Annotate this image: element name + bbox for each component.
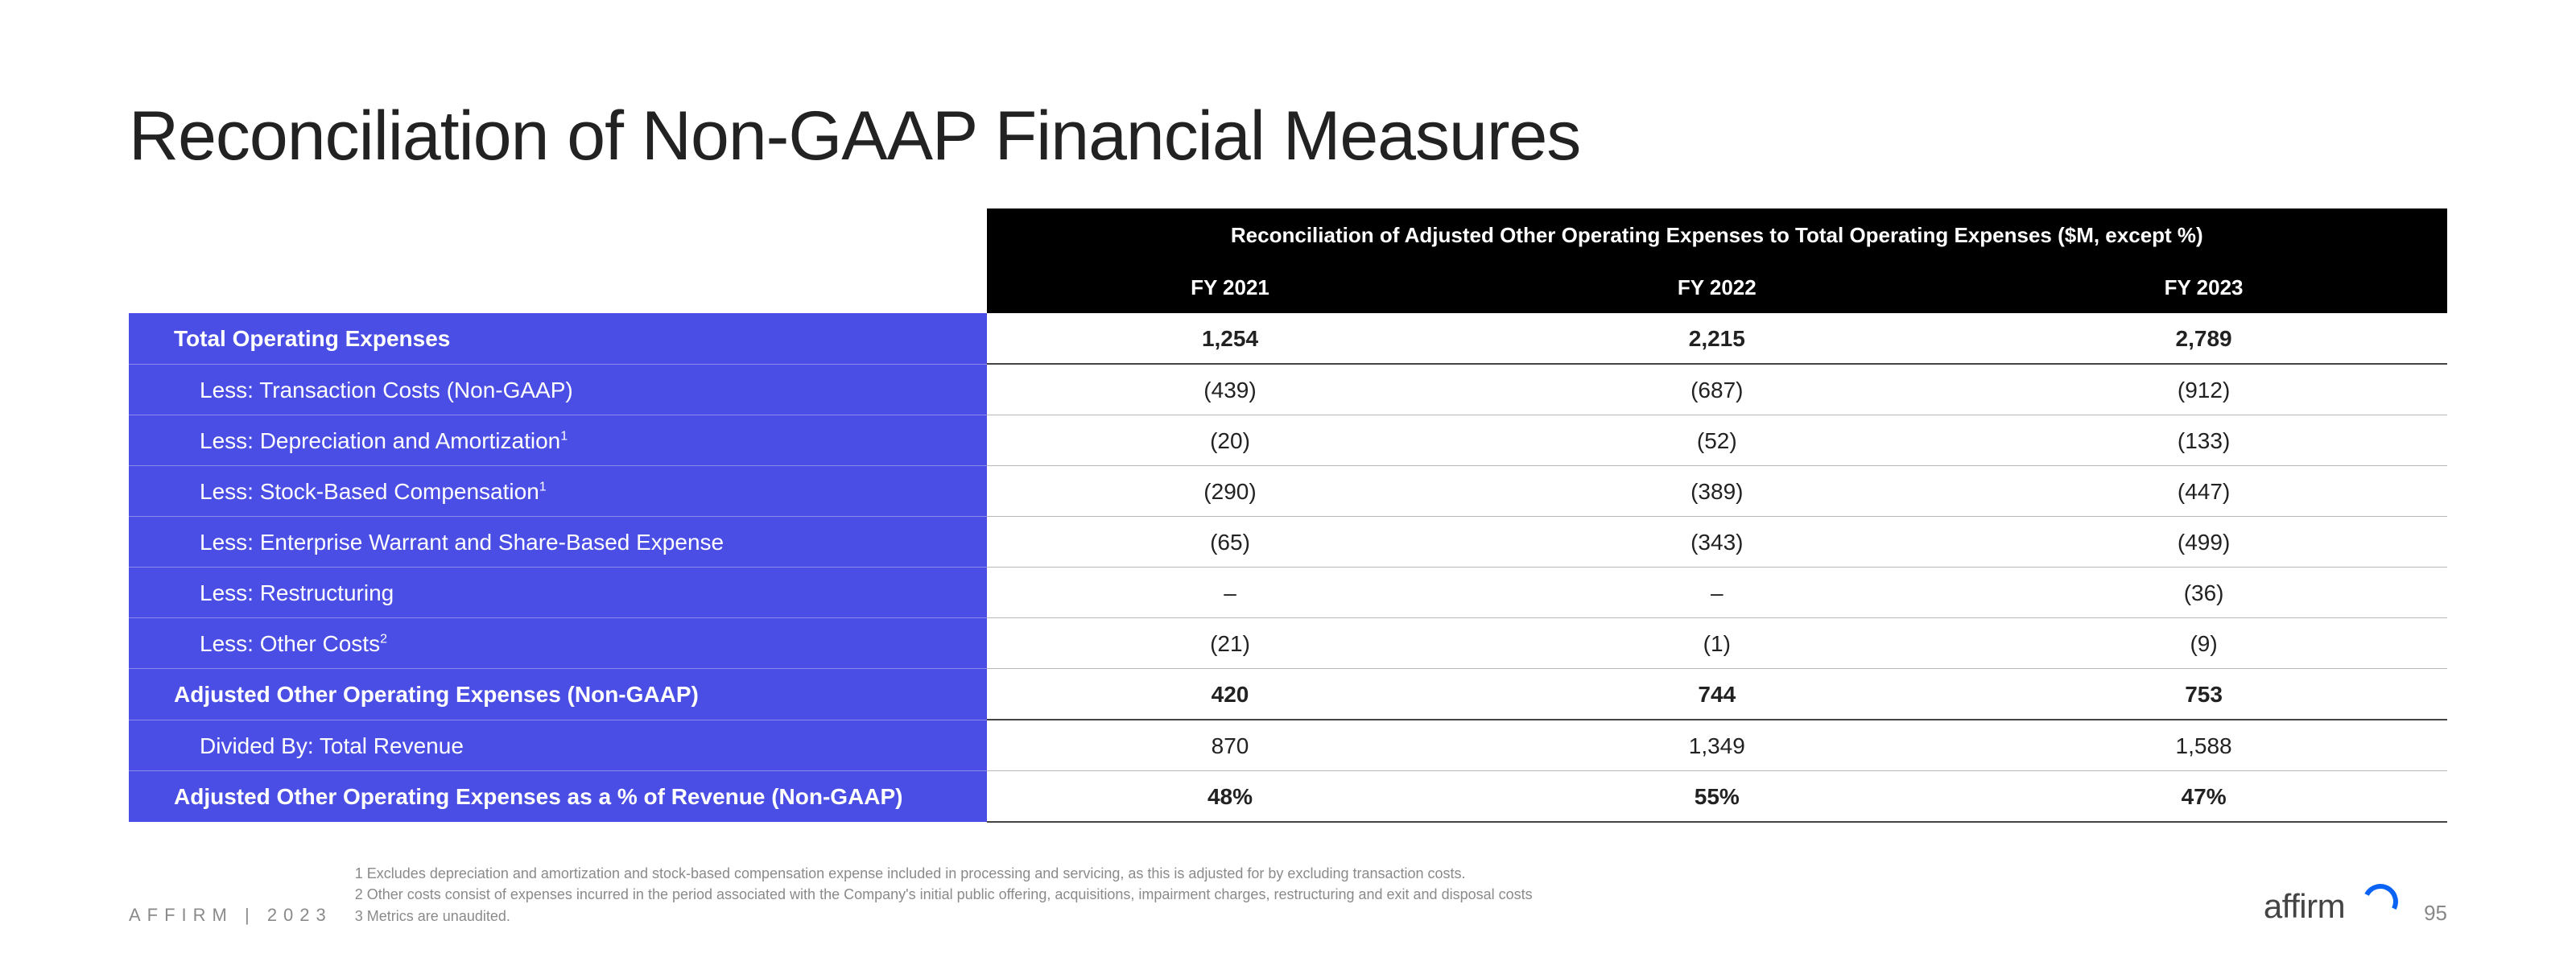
footnotes: 1 Excludes depreciation and amortization… — [355, 864, 2241, 926]
table-row: Adjusted Other Operating Expenses (Non-G… — [129, 669, 2447, 720]
col-year-0: FY 2021 — [987, 262, 1474, 313]
cell: 1,588 — [1960, 720, 2447, 771]
footer: AFFIRM | 2023 1 Excludes depreciation an… — [129, 864, 2447, 926]
footnote-ref: 1 — [560, 430, 568, 444]
header-spacer — [129, 208, 987, 262]
row-label: Less: Other Costs2 — [129, 618, 987, 669]
table-row: Less: Restructuring––(36) — [129, 568, 2447, 618]
col-year-2: FY 2023 — [1960, 262, 2447, 313]
row-label: Less: Stock-Based Compensation1 — [129, 466, 987, 517]
logo-text: affirm — [2264, 887, 2345, 926]
cell: 2,215 — [1473, 313, 1960, 364]
cell: (912) — [1960, 364, 2447, 415]
cell: 48% — [987, 771, 1474, 823]
cell: (20) — [987, 415, 1474, 466]
cell: (1) — [1473, 618, 1960, 669]
row-label: Less: Transaction Costs (Non-GAAP) — [129, 364, 987, 415]
footnote-2: 2 Other costs consist of expenses incurr… — [355, 885, 2241, 904]
cell: 47% — [1960, 771, 2447, 823]
table-row: Less: Depreciation and Amortization1(20)… — [129, 415, 2447, 466]
footnote-1: 1 Excludes depreciation and amortization… — [355, 864, 2241, 883]
cell: 744 — [1473, 669, 1960, 720]
row-label: Less: Depreciation and Amortization1 — [129, 415, 987, 466]
cell: 420 — [987, 669, 1474, 720]
table-row: Adjusted Other Operating Expenses as a %… — [129, 771, 2447, 823]
table-row: Less: Enterprise Warrant and Share-Based… — [129, 517, 2447, 568]
cell: (21) — [987, 618, 1474, 669]
table-row: Divided By: Total Revenue8701,3491,588 — [129, 720, 2447, 771]
footnote-ref: 1 — [539, 481, 547, 494]
cell: 55% — [1473, 771, 1960, 823]
row-label: Less: Enterprise Warrant and Share-Based… — [129, 517, 987, 568]
footnote-3: 3 Metrics are unaudited. — [355, 906, 2241, 926]
table-row: Total Operating Expenses1,2542,2152,789 — [129, 313, 2447, 364]
page-title: Reconciliation of Non-GAAP Financial Mea… — [129, 97, 2447, 176]
brand-year: AFFIRM | 2023 — [129, 905, 332, 926]
cell: (290) — [987, 466, 1474, 517]
row-label: Less: Restructuring — [129, 568, 987, 618]
cell: (499) — [1960, 517, 2447, 568]
cell: (133) — [1960, 415, 2447, 466]
table-body: Total Operating Expenses1,2542,2152,789L… — [129, 313, 2447, 822]
row-label: Total Operating Expenses — [129, 313, 987, 364]
cell: (389) — [1473, 466, 1960, 517]
cell: 870 — [987, 720, 1474, 771]
cell: (447) — [1960, 466, 2447, 517]
col-year-1: FY 2022 — [1473, 262, 1960, 313]
table-years-row: FY 2021 FY 2022 FY 2023 — [129, 262, 2447, 313]
cell: 1,349 — [1473, 720, 1960, 771]
cell: 1,254 — [987, 313, 1474, 364]
cell: (687) — [1473, 364, 1960, 415]
cell: (65) — [987, 517, 1474, 568]
row-label: Divided By: Total Revenue — [129, 720, 987, 771]
cell: (52) — [1473, 415, 1960, 466]
cell: (36) — [1960, 568, 2447, 618]
cell: – — [987, 568, 1474, 618]
cell: (343) — [1473, 517, 1960, 568]
cell: – — [1473, 568, 1960, 618]
table-banner: Reconciliation of Adjusted Other Operati… — [987, 208, 2447, 262]
table-row: Less: Stock-Based Compensation1(290)(389… — [129, 466, 2447, 517]
cell: (439) — [987, 364, 1474, 415]
footnote-ref: 2 — [380, 633, 387, 646]
slide: Reconciliation of Non-GAAP Financial Mea… — [0, 0, 2576, 966]
row-label: Adjusted Other Operating Expenses as a %… — [129, 771, 987, 823]
cell: 753 — [1960, 669, 2447, 720]
page-number: 95 — [2424, 901, 2447, 926]
table-row: Less: Other Costs2(21)(1)(9) — [129, 618, 2447, 669]
affirm-logo: affirm 95 — [2264, 884, 2447, 926]
logo-arc-icon — [2358, 879, 2402, 923]
reconciliation-table: Reconciliation of Adjusted Other Operati… — [129, 208, 2447, 823]
table-row: Less: Transaction Costs (Non-GAAP)(439)(… — [129, 364, 2447, 415]
cell: 2,789 — [1960, 313, 2447, 364]
row-label: Adjusted Other Operating Expenses (Non-G… — [129, 669, 987, 720]
header-spacer — [129, 262, 987, 313]
cell: (9) — [1960, 618, 2447, 669]
